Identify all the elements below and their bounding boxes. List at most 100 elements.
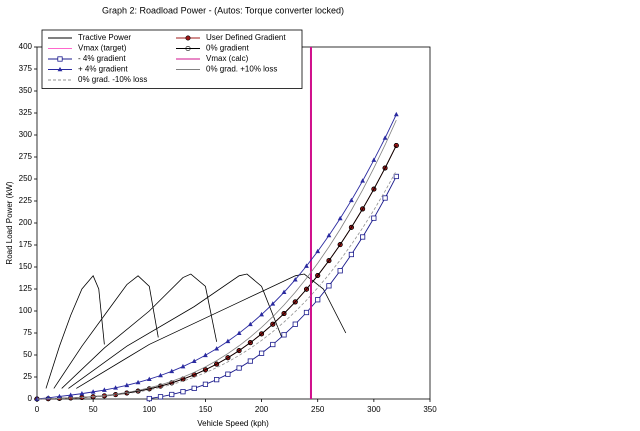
y-tick-label: 175 <box>19 240 33 249</box>
point <box>326 258 332 264</box>
y-tick-label: 0 <box>28 394 33 403</box>
y-tick-label: 100 <box>19 306 33 315</box>
point <box>393 142 399 148</box>
legend-item: + 4% gradient <box>48 65 128 74</box>
point <box>169 391 175 398</box>
legend-box <box>41 29 303 89</box>
point <box>393 111 399 117</box>
point <box>225 355 231 361</box>
point <box>348 224 354 230</box>
point <box>214 377 220 383</box>
y-tick-label: 275 <box>19 152 33 161</box>
point <box>258 350 265 356</box>
series-line <box>45 273 347 389</box>
point <box>337 242 343 248</box>
x-tick-label: 50 <box>89 405 98 414</box>
point <box>57 393 62 399</box>
legend-label: Vmax (target) <box>78 44 127 53</box>
point <box>202 381 209 387</box>
legend-item: Tractive Power <box>48 33 131 42</box>
point <box>270 321 276 327</box>
point <box>191 358 197 364</box>
point <box>101 387 107 392</box>
point <box>382 195 388 201</box>
point <box>247 340 253 346</box>
point <box>90 389 96 394</box>
point <box>304 263 309 268</box>
point <box>124 382 130 388</box>
point <box>113 385 118 390</box>
x-tick-label: 100 <box>143 405 157 414</box>
y-tick-label: 250 <box>19 174 33 183</box>
point <box>382 165 388 171</box>
legend-label: + 4% gradient <box>78 65 128 74</box>
point <box>236 348 242 354</box>
point <box>191 385 197 391</box>
y-axis-label: Road Load Power (kW) <box>5 181 14 264</box>
point <box>157 394 164 400</box>
x-axis-label: Vehicle Speed (kph) <box>197 419 269 428</box>
y-tick-label: 325 <box>19 108 33 117</box>
point <box>146 395 152 402</box>
legend-label: - 4% gradient <box>78 54 126 63</box>
point <box>79 391 85 396</box>
point <box>315 297 321 303</box>
point <box>185 35 191 41</box>
point <box>158 372 163 378</box>
point <box>281 332 287 338</box>
y-tick-label: 25 <box>23 372 32 381</box>
legend-item: - 4% gradient <box>48 54 126 63</box>
point <box>259 331 265 337</box>
point <box>57 56 63 62</box>
point <box>382 135 388 140</box>
point <box>371 186 377 192</box>
point <box>185 45 191 51</box>
point <box>371 215 377 221</box>
point <box>292 277 298 282</box>
y-tick-label: 50 <box>23 350 32 359</box>
y-tick-label: 150 <box>19 262 33 271</box>
legend-label: Tractive Power <box>78 33 131 42</box>
point <box>169 368 175 374</box>
point <box>202 367 208 373</box>
point <box>214 361 220 367</box>
legend-item: 0% grad. -10% loss <box>48 75 147 84</box>
point <box>146 386 152 392</box>
point <box>225 371 231 377</box>
legend-label: 0% gradient <box>206 44 249 53</box>
point <box>259 311 264 317</box>
x-tick-label: 150 <box>199 405 213 414</box>
point <box>236 365 242 371</box>
y-tick-label: 75 <box>23 328 32 337</box>
point <box>270 341 276 348</box>
point <box>180 389 186 395</box>
legend-label: User Defined Gradient <box>206 33 286 42</box>
point <box>214 346 220 351</box>
point <box>247 358 253 364</box>
point <box>360 206 366 212</box>
y-tick-label: 350 <box>19 86 33 95</box>
y-tick-label: 200 <box>19 218 33 227</box>
point <box>393 173 399 180</box>
point <box>169 380 175 386</box>
x-tick-label: 350 <box>423 405 437 414</box>
point <box>225 338 231 344</box>
point <box>180 363 186 369</box>
point <box>337 215 343 221</box>
point <box>281 289 287 295</box>
legend-item: 0% grad. +10% loss <box>176 65 277 74</box>
point <box>337 268 343 274</box>
point <box>146 376 152 381</box>
point <box>315 273 321 279</box>
point <box>349 197 354 203</box>
y-tick-label: 125 <box>19 284 33 293</box>
point <box>360 178 366 183</box>
point <box>303 309 310 316</box>
point <box>135 379 141 385</box>
point <box>236 330 242 335</box>
legend-item: User Defined Gradient <box>176 33 286 42</box>
point <box>270 301 276 306</box>
point <box>371 157 377 162</box>
